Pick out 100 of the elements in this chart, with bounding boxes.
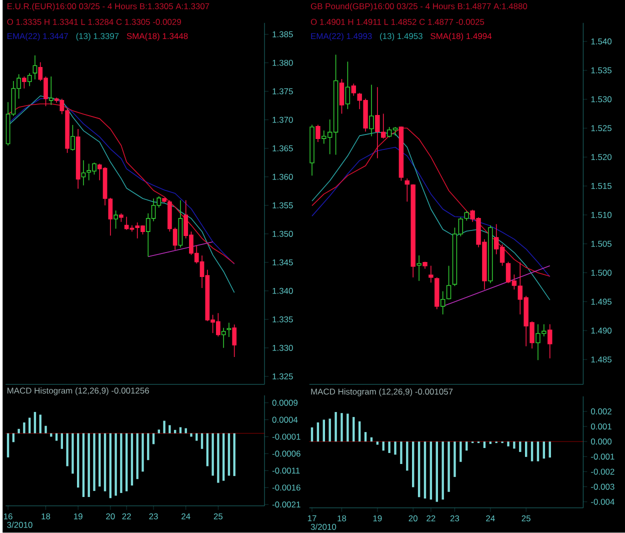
candlestick xyxy=(114,210,118,230)
bar xyxy=(163,420,166,434)
bar xyxy=(190,433,192,437)
bar xyxy=(174,430,176,434)
bar xyxy=(489,442,492,444)
y-tick-label: 1.540 xyxy=(591,38,612,45)
bar xyxy=(233,433,236,476)
bar xyxy=(513,442,516,449)
bar xyxy=(454,442,456,478)
bar xyxy=(168,425,171,434)
y-tick-label: -0.0011 xyxy=(272,468,300,474)
bar xyxy=(536,442,540,462)
bar xyxy=(179,427,182,434)
candlestick xyxy=(221,328,226,348)
bar xyxy=(39,414,42,434)
bar xyxy=(542,442,546,459)
y-tick-label: 1.360 xyxy=(272,174,293,180)
y-tick-label: 0.0009 xyxy=(272,400,298,406)
bar xyxy=(406,442,408,471)
x-tick-label: 18 xyxy=(338,515,346,522)
bar xyxy=(212,433,214,476)
candlestick xyxy=(70,124,75,152)
bar xyxy=(507,442,510,446)
x-tick-label: 22 xyxy=(122,513,131,520)
candlestick xyxy=(548,324,552,359)
bar xyxy=(442,442,444,500)
bar xyxy=(310,428,314,442)
x-tick-label: 25 xyxy=(522,515,530,522)
x-tick-label: 24 xyxy=(486,515,495,522)
y-tick-label: 1.340 xyxy=(272,288,293,294)
bar xyxy=(316,422,320,442)
y-tick-label: 1.345 xyxy=(272,259,293,266)
candlestick xyxy=(416,255,422,282)
candlestick xyxy=(440,290,446,315)
bar xyxy=(328,418,331,442)
y-tick-label: -0.003 xyxy=(591,484,614,490)
text: 3/2010 xyxy=(7,522,32,528)
y-tick-label: 0.000 xyxy=(591,438,612,445)
candlestick xyxy=(22,76,26,89)
bar xyxy=(120,433,122,494)
text: EMA(22) 1.4993 xyxy=(311,33,372,41)
bar xyxy=(530,442,534,462)
bar xyxy=(34,412,36,434)
bar xyxy=(334,412,337,442)
y-tick-label: -0.0021 xyxy=(272,502,300,508)
x-tick-label: 18 xyxy=(42,513,50,520)
bar xyxy=(217,433,220,483)
bar xyxy=(82,433,85,498)
y-tick-label: 0.0004 xyxy=(272,416,298,423)
bar xyxy=(196,433,198,441)
chart-subtitle: O 1.4901 H 1.4911 L 1.4852 C 1.4877 -0.0025 xyxy=(310,19,484,26)
bar xyxy=(98,433,101,487)
y-tick-label: 1.495 xyxy=(591,298,612,305)
bar xyxy=(142,433,144,472)
y-tick-label: 1.485 xyxy=(591,356,612,363)
bar xyxy=(519,442,522,452)
bar xyxy=(23,422,26,434)
y-tick-label: 1.530 xyxy=(591,96,612,102)
x-tick-label: 17 xyxy=(308,515,316,522)
bar xyxy=(228,433,230,476)
bar xyxy=(424,442,426,499)
chart-title: MACD Histogram (12,26,9) -0.001256 xyxy=(7,388,149,396)
bar xyxy=(76,433,80,488)
x-tick-label: 20 xyxy=(408,515,418,522)
bar xyxy=(60,433,64,450)
candlestick xyxy=(32,55,38,80)
bar xyxy=(55,433,58,441)
text: (13) 1.4953 xyxy=(380,33,422,41)
candlestick xyxy=(232,324,237,358)
text: SMA(18) 1.4994 xyxy=(430,33,492,41)
bar xyxy=(448,442,450,492)
y-tick-label: 1.375 xyxy=(272,88,293,94)
y-tick-label: 1.505 xyxy=(591,240,612,247)
bar xyxy=(436,442,438,502)
y-tick-label: 1.330 xyxy=(272,345,293,351)
bar xyxy=(114,433,117,496)
bar xyxy=(44,426,47,434)
bar xyxy=(388,442,390,454)
candlestick xyxy=(375,86,380,159)
bar xyxy=(109,433,112,498)
candlestick xyxy=(48,76,54,106)
text: (13) 1.3397 xyxy=(76,33,119,41)
bar xyxy=(184,428,187,434)
x-tick-label: 20 xyxy=(106,513,115,520)
x-tick-label: 23 xyxy=(149,513,158,520)
candlestick xyxy=(339,78,344,114)
x-tick-label: 19 xyxy=(373,515,382,522)
bar xyxy=(400,442,402,464)
y-tick-label: 1.380 xyxy=(272,60,293,66)
y-tick-label: 1.370 xyxy=(272,116,293,123)
candlestick xyxy=(226,322,232,338)
y-tick-label: 1.335 xyxy=(272,316,293,322)
candlestick xyxy=(351,83,356,96)
bar xyxy=(28,418,31,434)
text: SMA(18) 1.3448 xyxy=(126,33,188,41)
chart-title: MACD Histogram (12,26,9) -0.001057 xyxy=(311,388,453,396)
bar xyxy=(147,433,150,460)
y-tick-label: 1.500 xyxy=(591,270,612,276)
y-tick-label: 1.325 xyxy=(272,374,293,380)
y-tick-label: 1.525 xyxy=(591,125,612,132)
